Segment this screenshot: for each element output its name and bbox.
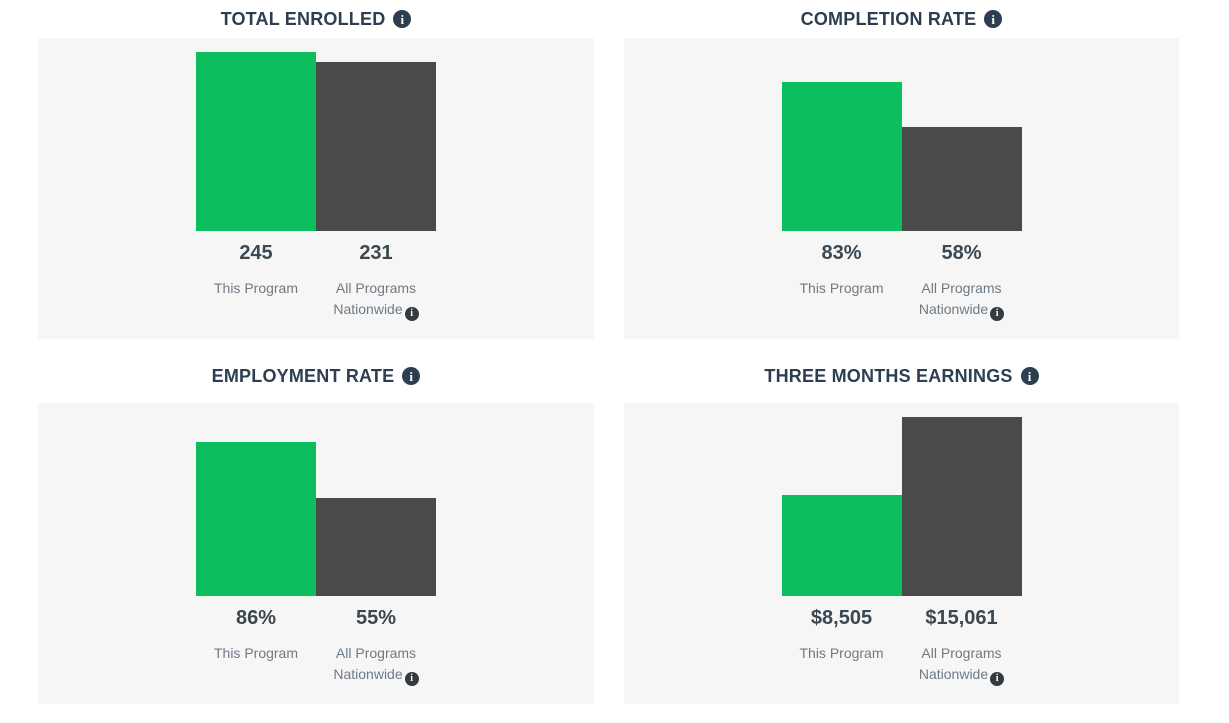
nationwide-value: 58% (941, 242, 982, 264)
info-icon[interactable]: i (404, 307, 419, 321)
values-row: 245 231 (38, 242, 594, 265)
program-value: 83% (821, 242, 862, 264)
chart-title: TOTAL ENROLLED i (38, 0, 594, 38)
chart-title-text: COMPLETION RATE (800, 8, 977, 29)
nationwide-label: All Programs Nationwide i (902, 643, 1022, 686)
chart-panel: $8,505 $15,061 This Program All Programs… (624, 403, 1179, 704)
program-bar (196, 52, 316, 231)
program-value: 86% (235, 607, 277, 629)
chart-title-text: EMPLOYMENT RATE (211, 365, 395, 386)
metrics-grid: TOTAL ENROLLED i 245 231 This Program Al… (38, 0, 1179, 704)
info-icon[interactable]: i (393, 10, 412, 28)
nationwide-label-line1: All Programs (335, 280, 417, 296)
nationwide-bar (901, 127, 1022, 231)
chart-title: THREE MONTHS EARNINGS i (624, 339, 1179, 403)
info-icon[interactable]: i (984, 10, 1003, 28)
nationwide-bar (901, 417, 1022, 596)
nationwide-label-line1: All Programs (335, 645, 417, 661)
values-row: $8,505 $15,061 (624, 607, 1179, 630)
nationwide-label: All Programs Nationwide i (316, 643, 436, 686)
program-value: 245 (239, 242, 273, 264)
program-label: This Program (213, 645, 299, 661)
program-label: This Program (213, 280, 299, 296)
nationwide-bar (316, 498, 436, 596)
chart-title: EMPLOYMENT RATE i (38, 339, 594, 403)
info-icon[interactable]: i (402, 367, 421, 385)
program-label: This Program (799, 280, 884, 296)
category-labels-row: This Program All Programs Nationwide i (38, 643, 594, 686)
metric-card-completion-rate: COMPLETION RATE i 83% 58% This Program A… (624, 0, 1179, 339)
chart-title-text: TOTAL ENROLLED (220, 8, 386, 29)
nationwide-label-line2: Nationwide (918, 301, 989, 317)
category-labels-row: This Program All Programs Nationwide i (624, 278, 1179, 321)
category-labels-row: This Program All Programs Nationwide i (38, 278, 594, 321)
metric-card-total-enrolled: TOTAL ENROLLED i 245 231 This Program Al… (38, 0, 594, 339)
chart-title: COMPLETION RATE i (624, 0, 1179, 38)
chart-panel: 83% 58% This Program All Programs Nation… (624, 38, 1179, 339)
nationwide-label: All Programs Nationwide i (316, 278, 436, 321)
nationwide-label-line1: All Programs (921, 645, 1002, 661)
info-icon[interactable]: i (1020, 367, 1039, 385)
nationwide-label-line2: Nationwide (918, 666, 989, 682)
category-labels-row: This Program All Programs Nationwide i (624, 643, 1179, 686)
info-icon[interactable]: i (990, 672, 1005, 686)
program-bar (781, 495, 902, 596)
values-row: 83% 58% (624, 242, 1179, 265)
chart-panel: 86% 55% This Program All Programs Nation… (38, 403, 594, 704)
program-label: This Program (799, 645, 884, 661)
nationwide-value: 55% (355, 607, 397, 629)
program-value: $8,505 (810, 607, 873, 629)
nationwide-bar (316, 62, 436, 231)
chart-panel: 245 231 This Program All Programs Nation… (38, 38, 594, 339)
nationwide-value: $15,061 (925, 607, 998, 629)
nationwide-label-line1: All Programs (921, 280, 1002, 296)
nationwide-label-line2: Nationwide (333, 301, 403, 317)
info-icon[interactable]: i (990, 307, 1005, 321)
chart-title-text: THREE MONTHS EARNINGS (764, 365, 1013, 386)
metric-card-three-months-earnings: THREE MONTHS EARNINGS i $8,505 $15,061 T… (624, 339, 1179, 704)
info-icon[interactable]: i (404, 672, 419, 686)
nationwide-label-line2: Nationwide (333, 666, 403, 682)
values-row: 86% 55% (38, 607, 594, 630)
program-bar (781, 82, 902, 231)
nationwide-label: All Programs Nationwide i (902, 278, 1022, 321)
program-bar (196, 442, 316, 596)
metric-card-employment-rate: EMPLOYMENT RATE i 86% 55% This Program A… (38, 339, 594, 704)
nationwide-value: 231 (359, 242, 393, 264)
